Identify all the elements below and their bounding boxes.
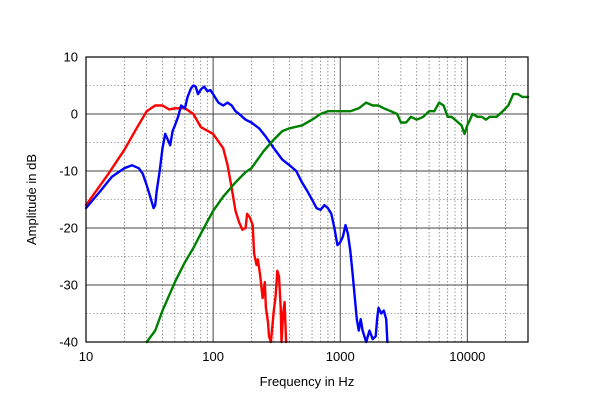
x-tick-label: 100 <box>202 349 224 364</box>
y-tick-label: -30 <box>59 278 78 293</box>
series-layer <box>84 84 530 344</box>
plot-frame <box>85 56 529 343</box>
x-axis-title: Frequency in Hz <box>260 374 355 389</box>
x-tick-label: 1000 <box>326 349 355 364</box>
y-tick-labels: 10 0 -10 -20 -30 -40 <box>59 50 78 350</box>
x-tick-label: 10000 <box>449 349 485 364</box>
y-tick-label: 10 <box>64 50 78 65</box>
y-tick-label: -20 <box>59 221 78 236</box>
series-line-2 <box>84 84 389 344</box>
y-axis-title: Amplitude in dB <box>24 154 39 245</box>
y-tick-label: -40 <box>59 335 78 350</box>
y-tick-label: -10 <box>59 164 78 179</box>
x-tick-labels: 10 100 1000 10000 <box>79 349 486 364</box>
minor-gridlines <box>86 57 528 342</box>
series-line-1 <box>84 104 288 344</box>
y-tick-label: 0 <box>71 107 78 122</box>
series-line-3 <box>145 92 530 344</box>
x-tick-label: 10 <box>79 349 93 364</box>
